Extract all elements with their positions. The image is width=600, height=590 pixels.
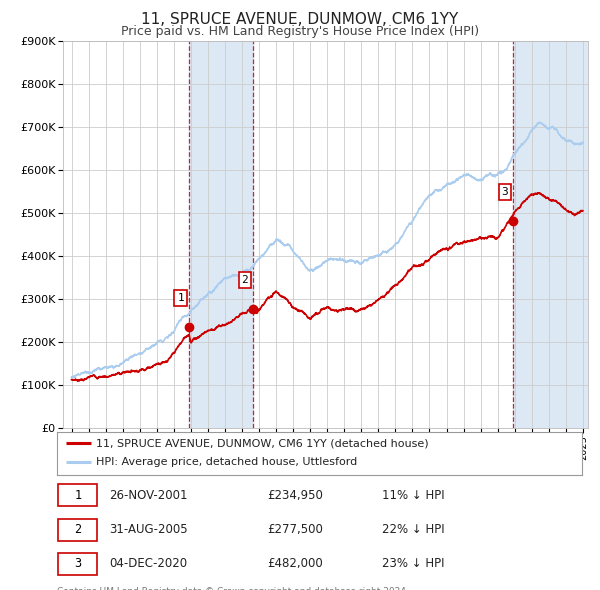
Text: 1: 1	[74, 489, 82, 502]
Text: 2: 2	[241, 275, 248, 285]
Text: 11, SPRUCE AVENUE, DUNMOW, CM6 1YY: 11, SPRUCE AVENUE, DUNMOW, CM6 1YY	[142, 12, 458, 27]
Text: £277,500: £277,500	[267, 523, 323, 536]
Text: 23% ↓ HPI: 23% ↓ HPI	[383, 558, 445, 571]
Text: 11% ↓ HPI: 11% ↓ HPI	[383, 489, 445, 502]
Text: 2: 2	[74, 523, 82, 536]
Text: 1: 1	[177, 293, 184, 303]
Text: 11, SPRUCE AVENUE, DUNMOW, CM6 1YY (detached house): 11, SPRUCE AVENUE, DUNMOW, CM6 1YY (deta…	[97, 438, 429, 448]
Text: Contains HM Land Registry data © Crown copyright and database right 2024.
This d: Contains HM Land Registry data © Crown c…	[57, 587, 409, 590]
FancyBboxPatch shape	[58, 553, 97, 575]
Text: £234,950: £234,950	[267, 489, 323, 502]
Text: Price paid vs. HM Land Registry's House Price Index (HPI): Price paid vs. HM Land Registry's House …	[121, 25, 479, 38]
Text: 26-NOV-2001: 26-NOV-2001	[110, 489, 188, 502]
FancyBboxPatch shape	[58, 484, 97, 506]
Text: 04-DEC-2020: 04-DEC-2020	[110, 558, 188, 571]
Text: 31-AUG-2005: 31-AUG-2005	[110, 523, 188, 536]
Text: 3: 3	[74, 558, 82, 571]
Text: HPI: Average price, detached house, Uttlesford: HPI: Average price, detached house, Uttl…	[97, 457, 358, 467]
Text: 22% ↓ HPI: 22% ↓ HPI	[383, 523, 445, 536]
Text: £482,000: £482,000	[267, 558, 323, 571]
Bar	[514, 41, 588, 428]
Bar	[189, 41, 253, 428]
Text: 3: 3	[502, 187, 508, 197]
FancyBboxPatch shape	[58, 519, 97, 540]
